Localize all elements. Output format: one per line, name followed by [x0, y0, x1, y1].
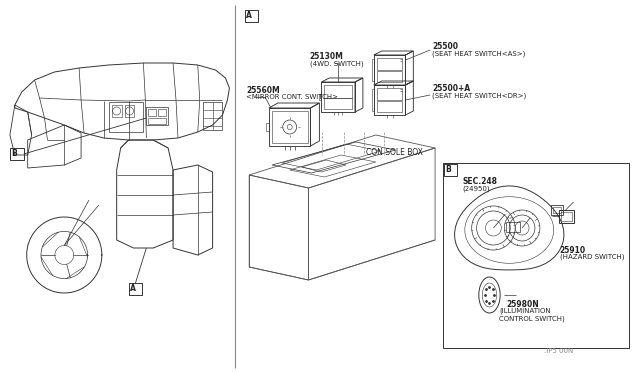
Text: (24950): (24950) [463, 185, 490, 192]
Text: (SEAT HEAT SWITCH<AS>): (SEAT HEAT SWITCH<AS>) [432, 50, 525, 57]
Bar [109, 102, 143, 132]
Bar [148, 118, 166, 124]
Bar [125, 105, 134, 117]
Bar [377, 71, 403, 82]
Bar [203, 102, 223, 130]
Text: SEC.248: SEC.248 [463, 177, 498, 186]
Bar [245, 10, 258, 22]
Text: CON SOLE BOX: CON SOLE BOX [366, 148, 423, 157]
Bar [147, 107, 168, 125]
Bar [269, 108, 310, 146]
Text: (ILLUMINATION: (ILLUMINATION [499, 308, 551, 314]
Bar [129, 283, 142, 295]
Text: 25560M: 25560M [246, 86, 280, 95]
Text: .IP5 00N: .IP5 00N [544, 348, 573, 354]
Text: B: B [445, 165, 451, 174]
Bar [112, 105, 122, 117]
Text: (SEAT HEAT SWITCH<DR>): (SEAT HEAT SWITCH<DR>) [432, 92, 526, 99]
Bar [372, 89, 374, 111]
Bar [266, 123, 269, 131]
Text: 25130M: 25130M [310, 52, 344, 61]
Bar [158, 109, 166, 116]
Text: <MIRROR CONT. SWITCH>: <MIRROR CONT. SWITCH> [246, 94, 338, 100]
Bar [561, 212, 572, 221]
Bar [443, 163, 629, 348]
Bar [148, 109, 156, 116]
Bar [374, 55, 405, 85]
Bar [272, 111, 308, 143]
Bar [324, 98, 352, 109]
Bar [319, 94, 321, 100]
Bar [553, 207, 561, 213]
Text: 25500+A: 25500+A [432, 84, 470, 93]
Bar [374, 85, 405, 115]
Bar [372, 59, 374, 81]
Bar [377, 58, 403, 70]
Text: B: B [11, 149, 17, 158]
Bar [10, 148, 24, 160]
Text: (4WD. SWITCH): (4WD. SWITCH) [310, 60, 363, 67]
Text: 25980N: 25980N [506, 300, 539, 309]
Text: (HAZARD SWITCH): (HAZARD SWITCH) [559, 253, 624, 260]
Bar [559, 210, 573, 223]
Bar [377, 101, 403, 112]
Bar [551, 205, 563, 215]
Bar [377, 88, 403, 100]
Text: A: A [129, 284, 136, 293]
Text: CONTROL SWITCH): CONTROL SWITCH) [499, 316, 565, 323]
Text: A: A [246, 11, 252, 20]
Bar [444, 164, 457, 176]
Text: 25500: 25500 [432, 42, 458, 51]
Bar [321, 82, 355, 112]
Bar [324, 85, 352, 98]
Bar [506, 222, 520, 232]
Text: 25910: 25910 [559, 246, 586, 255]
